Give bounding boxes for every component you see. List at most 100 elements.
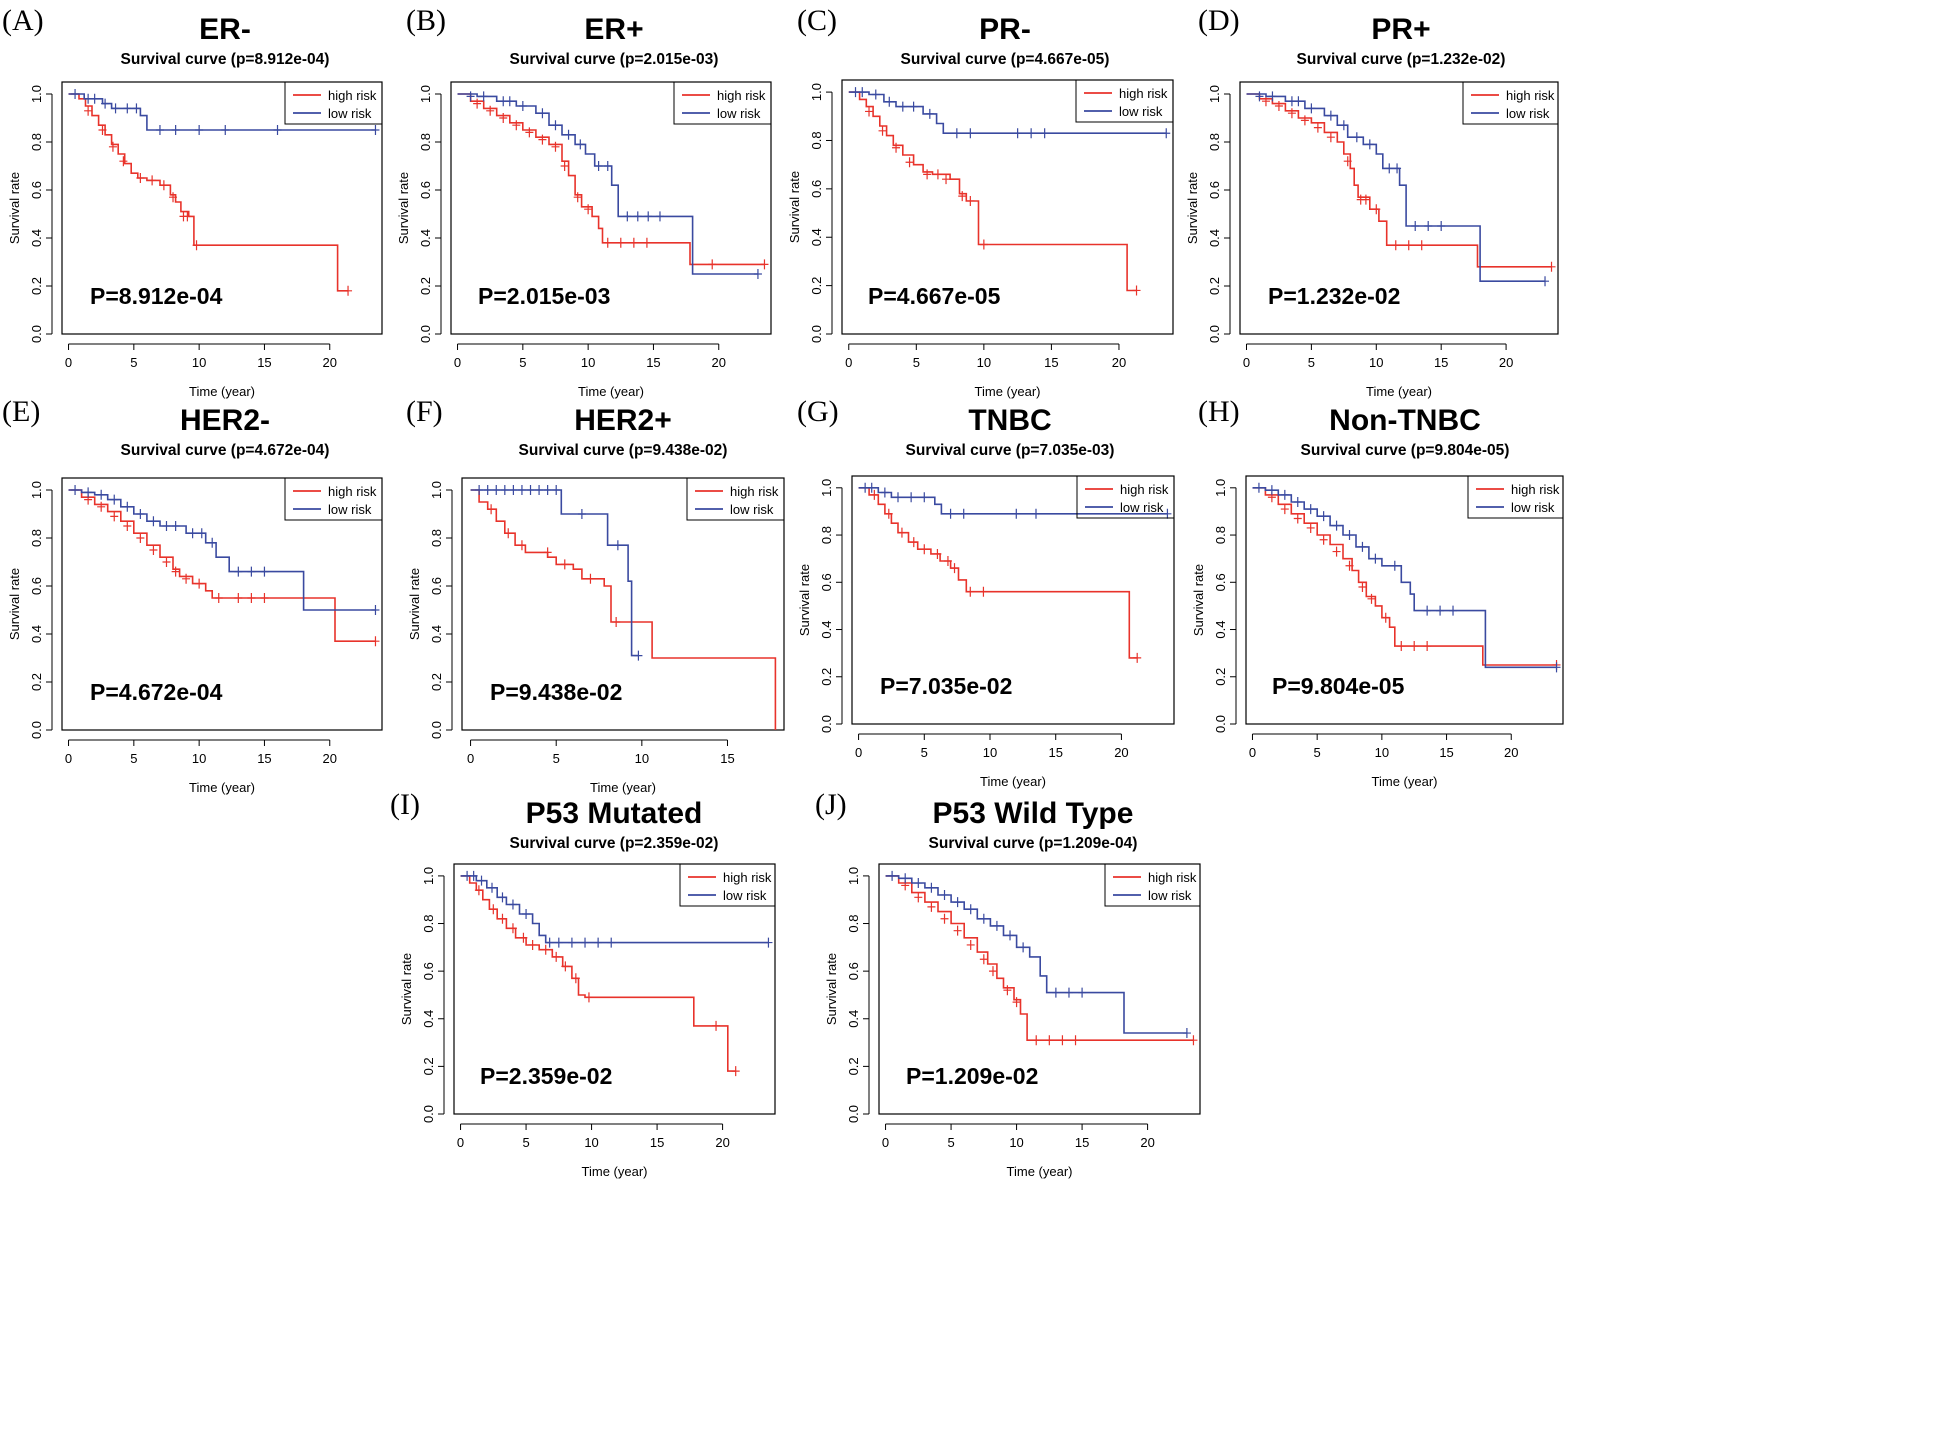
low-risk-censor-mark xyxy=(894,492,902,503)
x-tick-label: 0 xyxy=(855,745,862,760)
low-risk-censor-mark xyxy=(1411,221,1420,231)
low-risk-censor-mark xyxy=(1012,508,1021,519)
high-risk-censor-mark xyxy=(560,559,569,570)
high-risk-censor-mark xyxy=(538,134,547,145)
low-risk-censor-mark xyxy=(1268,91,1277,102)
high-risk-censor-mark xyxy=(543,547,552,558)
x-tick-label: 5 xyxy=(921,745,928,760)
legend-low-label: low risk xyxy=(1511,500,1555,515)
high-risk-censor-mark xyxy=(159,180,168,191)
high-risk-censor-mark xyxy=(519,932,528,943)
x-axis-label: Time (year) xyxy=(1007,1164,1073,1179)
low-risk-censor-mark xyxy=(538,108,547,119)
low-risk-censor-mark xyxy=(1064,987,1073,998)
low-risk-censor-mark xyxy=(1436,605,1445,616)
panel-g: (G) TNBC Survival curve (p=7.035e-03) 0.0 0.… xyxy=(797,395,1175,789)
x-axis-label: Time (year) xyxy=(189,780,255,795)
panel-heading: PR+ xyxy=(1371,13,1430,46)
low-risk-censor-mark xyxy=(1013,128,1022,139)
x-tick-label: 15 xyxy=(257,751,271,766)
high-risk-censor-mark xyxy=(84,105,93,116)
high-risk-censor-mark xyxy=(344,285,353,296)
legend-high-label: high risk xyxy=(1506,88,1555,103)
y-tick-label: 0.2 xyxy=(29,673,44,691)
panel-subtitle: Survival curve (p=2.015e-03) xyxy=(510,51,719,68)
high-risk-censor-mark xyxy=(914,892,923,903)
high-risk-curve xyxy=(470,489,777,730)
low-risk-censor-mark xyxy=(123,501,132,512)
high-risk-censor-mark xyxy=(512,120,521,131)
high-risk-censor-mark xyxy=(958,191,967,202)
high-risk-censor-mark xyxy=(98,125,107,135)
legend-low-label: low risk xyxy=(1120,500,1164,515)
high-risk-censor-mark xyxy=(1397,641,1406,652)
y-tick-label: 0.2 xyxy=(418,277,433,295)
low-risk-censor-mark xyxy=(1254,482,1263,493)
high-risk-censor-mark xyxy=(504,528,513,539)
x-tick-label: 5 xyxy=(519,355,526,370)
low-risk-curve xyxy=(68,93,376,131)
legend-low-label: low risk xyxy=(328,502,372,517)
panel-letter: (I) xyxy=(390,788,420,821)
y-tick-label: 0.4 xyxy=(809,228,824,246)
low-risk-censor-mark xyxy=(492,485,501,495)
x-axis-label: Time (year) xyxy=(189,384,255,399)
high-risk-censor-mark xyxy=(940,913,949,924)
x-tick-label: 10 xyxy=(635,751,649,766)
high-risk-censor-mark xyxy=(1058,1035,1067,1046)
high-risk-censor-mark xyxy=(1280,504,1289,515)
low-risk-censor-mark xyxy=(1040,128,1049,139)
legend-high-label: high risk xyxy=(1511,482,1560,497)
legend-high-label: high risk xyxy=(1148,870,1197,885)
legend-high-label: high risk xyxy=(328,484,377,499)
high-risk-censor-mark xyxy=(1547,261,1556,272)
low-risk-censor-mark xyxy=(966,128,975,139)
high-risk-censor-mark xyxy=(149,545,158,555)
plot-frame xyxy=(450,81,772,335)
y-tick-label: 0.2 xyxy=(421,1057,436,1075)
low-risk-censor-mark xyxy=(655,211,664,222)
y-axis-label: Survival rate xyxy=(396,172,411,244)
low-risk-censor-mark xyxy=(1019,942,1028,953)
low-risk-censor-mark xyxy=(552,485,561,495)
y-tick-label: 0.8 xyxy=(29,529,44,547)
low-risk-censor-mark xyxy=(1163,508,1172,519)
low-risk-censor-mark xyxy=(171,125,180,135)
low-risk-censor-mark xyxy=(371,125,380,135)
low-risk-censor-mark xyxy=(1352,132,1361,143)
low-risk-censor-mark xyxy=(1365,139,1374,150)
low-risk-censor-mark xyxy=(1345,530,1354,541)
low-risk-censor-mark xyxy=(97,489,106,500)
y-tick-label: 0.4 xyxy=(418,229,433,247)
plot-frame xyxy=(841,79,1174,335)
legend-low-label: low risk xyxy=(1119,104,1163,119)
high-risk-censor-mark xyxy=(234,593,243,603)
low-risk-censor-mark xyxy=(920,492,929,503)
high-risk-censor-mark xyxy=(933,169,942,180)
x-tick-label: 0 xyxy=(882,1135,889,1150)
y-tick-label: 0.2 xyxy=(809,277,824,295)
legend-box xyxy=(284,477,383,521)
legend: high risk low risk xyxy=(284,81,383,125)
low-risk-censor-mark xyxy=(914,878,923,889)
low-risk-censor-mark xyxy=(953,897,962,908)
high-risk-censor-mark xyxy=(169,192,178,203)
high-risk-censor-mark xyxy=(1410,641,1419,652)
low-risk-censor-mark xyxy=(577,509,586,519)
high-risk-censor-mark xyxy=(1345,560,1354,571)
high-risk-censor-mark xyxy=(1361,194,1370,205)
high-risk-censor-mark xyxy=(988,966,997,977)
x-tick-label: 10 xyxy=(1369,355,1383,370)
x-tick-label: 20 xyxy=(1499,355,1513,370)
high-risk-censor-mark xyxy=(1358,582,1367,593)
y-axis-label: Survival rate xyxy=(7,172,22,244)
panel-letter: (C) xyxy=(797,4,837,37)
high-risk-censor-mark xyxy=(1293,513,1302,524)
y-tick-label: 0.8 xyxy=(29,133,44,151)
y-tick-label: 0.6 xyxy=(819,573,834,591)
legend: high risk low risk xyxy=(1462,81,1559,125)
y-axis-label: Survival rate xyxy=(407,568,422,640)
x-tick-label: 20 xyxy=(1114,745,1128,760)
panel-subtitle: Survival curve (p=1.209e-04) xyxy=(929,835,1138,852)
high-risk-censor-mark xyxy=(629,237,638,248)
